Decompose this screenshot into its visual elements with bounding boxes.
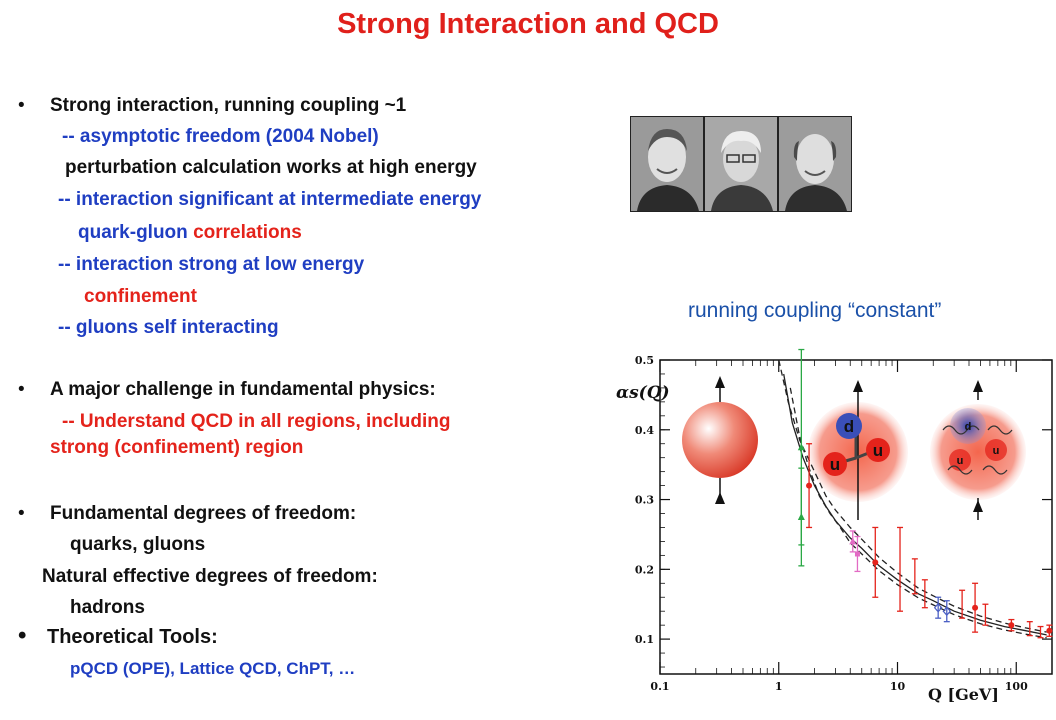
bullet: •: [18, 379, 25, 400]
text-line: Strong interaction, running coupling ~1: [50, 95, 407, 116]
data-point: [806, 443, 813, 529]
x-tick-label: 0.1: [650, 680, 669, 693]
insets: d u u d u u: [682, 376, 1026, 520]
text-line: -- interaction significant at intermedia…: [58, 189, 482, 210]
marker: [1046, 627, 1053, 634]
marker: [797, 443, 805, 451]
marker: [972, 604, 979, 611]
coupling-curve: [789, 387, 1047, 639]
gluon-inset: d u u: [930, 380, 1026, 520]
plot-frame: [659, 359, 1053, 675]
data-point: [872, 526, 879, 598]
y-tick-label: 0.2: [635, 563, 654, 576]
text-line: -- gluons self interacting: [58, 317, 279, 338]
marker: [849, 537, 857, 545]
portrait-photo: [704, 116, 778, 212]
curves: [778, 360, 1047, 639]
text-line: Theoretical Tools:: [47, 626, 218, 648]
x-axis-label: Q [GeV]: [928, 685, 999, 704]
chart-caption: running coupling “constant”: [688, 299, 942, 322]
bullet: •: [18, 622, 27, 649]
data-point: [982, 603, 989, 626]
text-part: quark-gluon: [78, 222, 194, 243]
data-point: [911, 558, 918, 595]
data-point: [942, 600, 952, 623]
marker: [872, 559, 879, 566]
x-tick-label: 1: [775, 680, 783, 693]
text-line: pQCD (OPE), Lattice QCD, ChPT, …: [70, 659, 356, 678]
data-point: [849, 530, 857, 553]
text-line: -- Understand QCD in all regions, includ…: [62, 411, 451, 432]
marker: [806, 482, 813, 489]
quark-label: u: [993, 445, 1000, 457]
data-point: [797, 467, 805, 567]
data-point: [1026, 621, 1033, 637]
text-line: Fundamental degrees of freedom:: [50, 503, 357, 524]
text-line: -- interaction strong at low energy: [58, 254, 365, 275]
quark-label: u: [830, 455, 840, 474]
portrait-photo: [778, 116, 852, 212]
text-line: quark-gluon correlations: [78, 222, 302, 244]
coupling-curve: [778, 360, 1047, 633]
proton-inset: [682, 376, 758, 504]
y-tick-label: 0.1: [635, 633, 654, 646]
text-line: A major challenge in fundamental physics…: [50, 379, 436, 400]
data-point: [972, 582, 979, 633]
marker: [854, 551, 860, 557]
y-tick-label: 0.5: [635, 354, 654, 367]
data-point: [1008, 618, 1015, 632]
data-point: [1037, 625, 1044, 639]
text-line: strong (confinement) region: [50, 437, 304, 458]
quark-label: u: [873, 441, 883, 460]
axes: 0.1 0.2 0.3 0.4 0.5 0.1 1 10 100: [635, 354, 1053, 693]
marker: [797, 513, 805, 520]
text-line: confinement: [84, 286, 197, 307]
bullet: •: [18, 503, 25, 524]
text-part: correlations: [193, 222, 302, 243]
x-tick-label: 100: [1005, 680, 1028, 693]
marker: [933, 602, 943, 613]
text-line: -- asymptotic freedom (2004 Nobel): [62, 126, 379, 147]
slide-title: Strong Interaction and QCD: [337, 8, 719, 40]
text-line: Natural effective degrees of freedom:: [42, 566, 378, 587]
marker: [1008, 622, 1015, 629]
quark-label: d: [844, 417, 854, 436]
x-tick-label: 10: [890, 680, 906, 693]
bullet: •: [18, 95, 25, 116]
y-tick-label: 0.4: [635, 424, 654, 437]
text-line: quarks, gluons: [70, 534, 206, 555]
y-axis-label: αs(Q): [616, 383, 670, 403]
data-point: [959, 589, 966, 619]
coupling-curve: [783, 373, 1047, 636]
text-line: hadrons: [70, 597, 145, 618]
running-coupling-chart: 0.1 0.2 0.3 0.4 0.5 0.1 1 10 100 d u u: [616, 348, 1053, 704]
quark-label: d: [965, 421, 972, 433]
marker: [942, 606, 952, 617]
data-point: [933, 596, 943, 619]
data-point: [921, 579, 928, 609]
text-line: perturbation calculation works at high e…: [65, 157, 477, 178]
data-points: [797, 348, 1053, 639]
portrait-photo: [630, 116, 704, 212]
quark-label: u: [957, 455, 964, 467]
data-point: [1046, 624, 1053, 637]
quark-inset: d u u: [808, 380, 908, 520]
y-tick-label: 0.3: [635, 494, 654, 507]
data-point: [897, 526, 904, 612]
data-point: [854, 535, 861, 573]
